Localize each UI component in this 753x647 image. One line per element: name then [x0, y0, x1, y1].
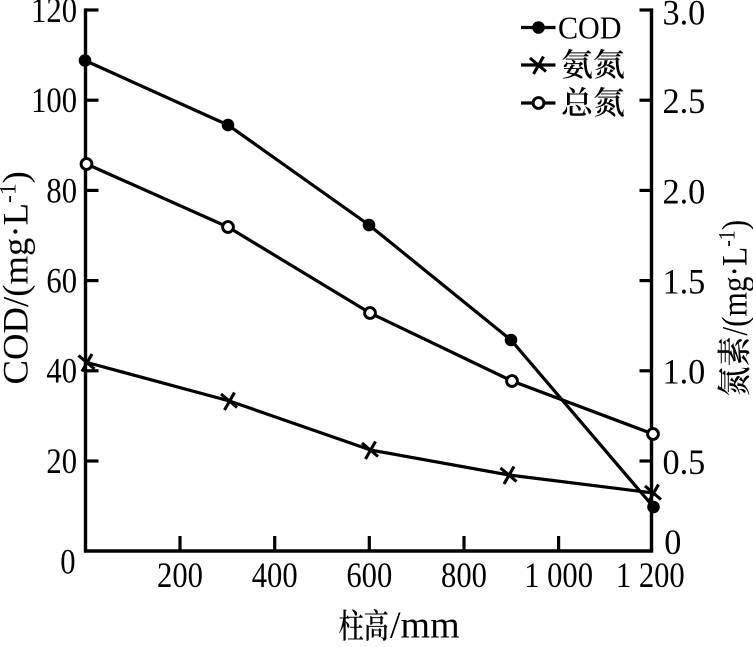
svg-text:0: 0 [60, 542, 75, 582]
svg-text:1 200: 1 200 [616, 556, 685, 596]
svg-text:800: 800 [441, 556, 487, 596]
svg-text:100: 100 [31, 81, 77, 121]
svg-text:1.0: 1.0 [663, 352, 706, 392]
svg-text:3.0: 3.0 [663, 0, 706, 33]
svg-text:20: 20 [46, 442, 77, 482]
svg-text:0.5: 0.5 [663, 442, 706, 482]
svg-text:1.5: 1.5 [663, 262, 706, 302]
svg-text:2.5: 2.5 [663, 81, 706, 121]
svg-text:80: 80 [46, 171, 77, 211]
svg-text:40: 40 [46, 351, 77, 391]
svg-text:400: 400 [252, 556, 298, 596]
svg-text:COD: COD [558, 10, 622, 46]
svg-text:/mm: /mm [390, 605, 460, 643]
svg-text:60: 60 [46, 261, 77, 301]
svg-text:2.0: 2.0 [663, 172, 706, 212]
svg-text:0: 0 [664, 522, 681, 562]
svg-text:600: 600 [346, 556, 392, 596]
svg-text:COD/(mg·L-1): COD/(mg·L-1) [0, 171, 35, 384]
svg-text:200: 200 [157, 556, 203, 596]
svg-text:1 000: 1 000 [524, 556, 593, 596]
svg-text:120: 120 [31, 0, 77, 31]
